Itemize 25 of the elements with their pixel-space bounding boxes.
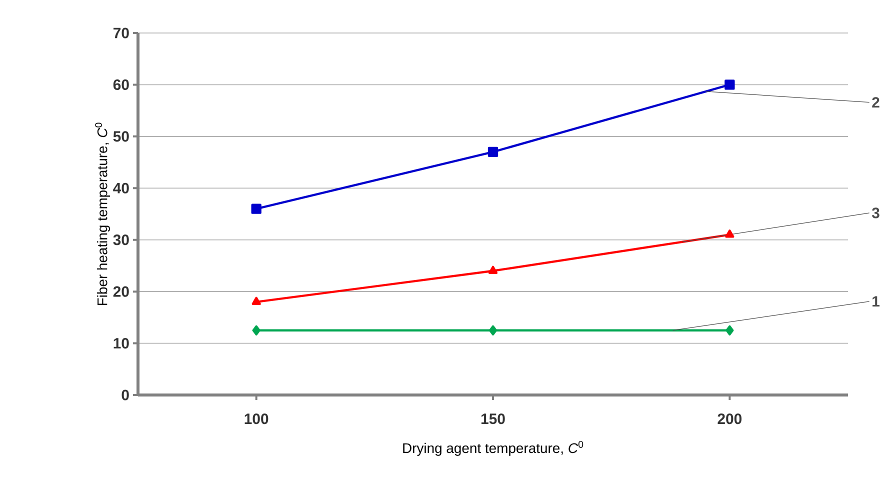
y-tick-label: 30 — [113, 234, 129, 246]
point — [488, 325, 498, 336]
point — [725, 230, 734, 238]
point — [252, 325, 260, 336]
x-tick-label: 200 — [718, 414, 742, 424]
point — [724, 80, 735, 90]
y-tick-label: 50 — [113, 131, 129, 142]
point — [251, 204, 262, 214]
y-tick-label: 20 — [113, 286, 129, 297]
x-tick-label: 100 — [244, 414, 268, 424]
y-tick-label: 0 — [122, 390, 129, 400]
point — [488, 266, 498, 274]
y-tick-label: 10 — [114, 338, 129, 349]
x-tick-label: 150 — [481, 414, 505, 424]
point — [252, 296, 261, 305]
x-axis-title: Drying agent temperature, C$^{0}$ — [403, 440, 584, 456]
point — [488, 146, 498, 158]
y-axis-title: Fiber heating temperature, C$^{0}$ — [95, 122, 110, 306]
y-tick-label: 60 — [113, 79, 129, 90]
y-tick-label: 70 — [114, 28, 129, 38]
point — [726, 325, 734, 336]
annotation: 2 — [872, 97, 880, 108]
y-tick-label: 40 — [113, 182, 129, 194]
annotation: 3 — [872, 208, 880, 218]
annotation: 1 — [872, 296, 880, 307]
